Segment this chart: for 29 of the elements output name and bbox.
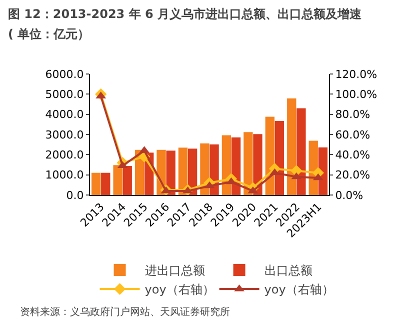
- legend-label: 出口总额: [264, 264, 312, 278]
- bar: [296, 108, 306, 195]
- y2-tick-label: 60.0%: [335, 128, 370, 142]
- y2-tick-label: 80.0%: [335, 108, 370, 122]
- y-tick-label: 6000.0: [45, 68, 84, 81]
- y-tick-label: 0.0: [66, 188, 84, 202]
- bar: [101, 172, 110, 195]
- bar: [91, 172, 101, 195]
- legend-label: yoy（右轴）: [264, 282, 334, 297]
- y-tick-label: 3000.0: [45, 128, 84, 142]
- y2-tick-label: 120.0%: [335, 68, 378, 81]
- y2-tick-label: 40.0%: [335, 148, 370, 162]
- point: [226, 177, 236, 184]
- bar: [274, 120, 284, 195]
- legend-label: 进出口总额: [144, 264, 205, 278]
- bar: [113, 165, 122, 195]
- bar: [122, 166, 132, 195]
- text: 资料来源：义乌政府门户网站、天风证券研究所: [20, 306, 230, 318]
- y2-tick-label: 0.0%: [335, 188, 364, 202]
- y2-tick-label: 20.0%: [335, 168, 370, 182]
- chart-title: 图 12：2013-2023 年 6 月义乌市进出口总额、出口总额及增速( 单位：亿元）: [7, 6, 363, 43]
- point: [182, 186, 193, 194]
- y-tick-label: 2000.0: [45, 148, 84, 162]
- bar: [287, 98, 296, 195]
- y-tick-label: 1000.0: [45, 168, 84, 182]
- y-tick-label: 4000.0: [45, 108, 84, 122]
- legend-label: yoy（右轴）: [144, 282, 214, 297]
- y2-tick-label: 100.0%: [335, 88, 378, 102]
- y-tick-label: 5000.0: [45, 88, 84, 102]
